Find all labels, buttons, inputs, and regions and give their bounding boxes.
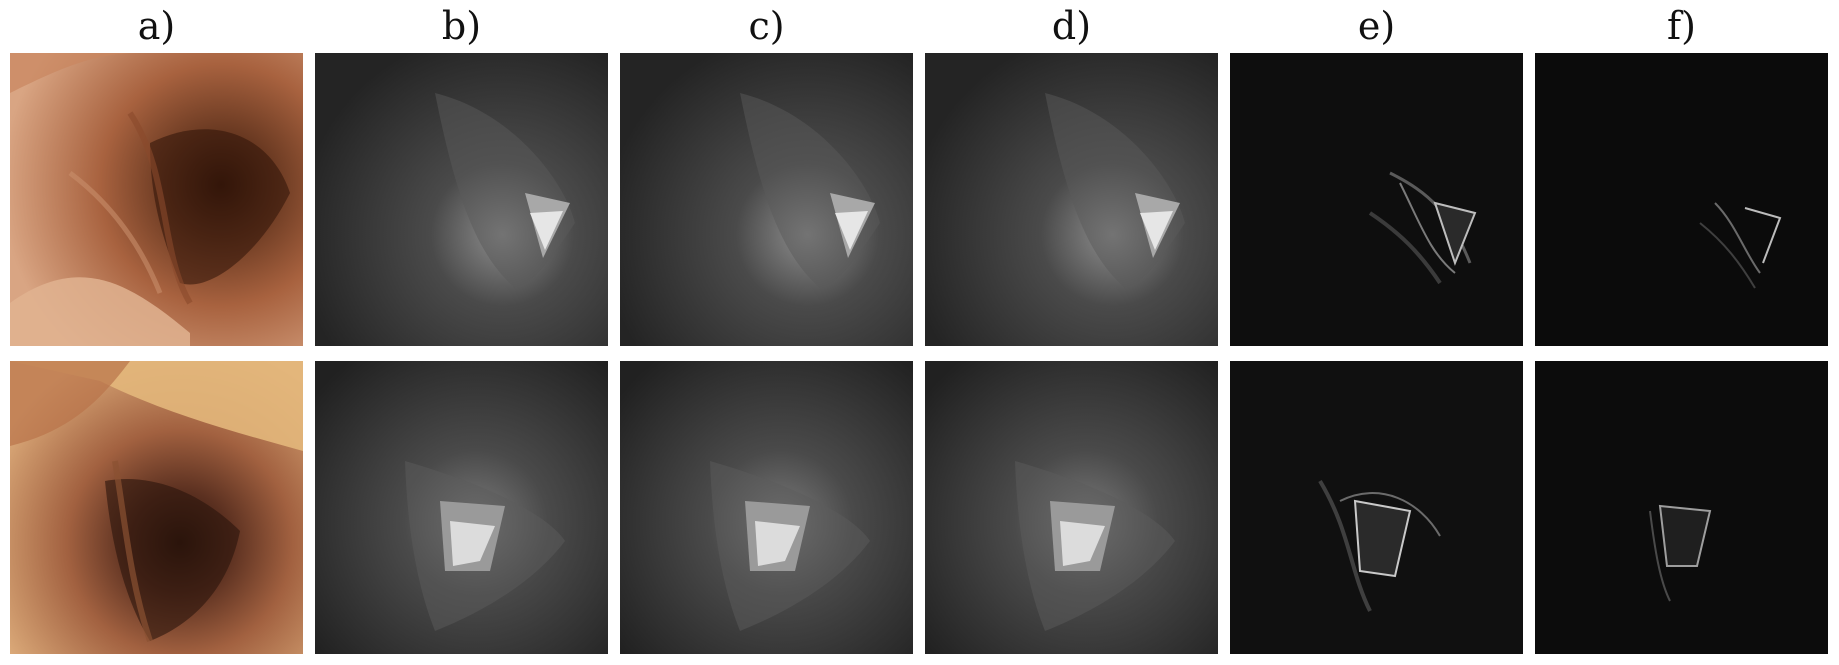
row2-error-map-e — [1230, 361, 1523, 654]
row2-depth-map-d — [925, 361, 1218, 654]
column-label-a: a) — [137, 4, 176, 48]
row1-error-map-f — [1535, 53, 1828, 346]
row1-error-map-e — [1230, 53, 1523, 346]
column-label-e: e) — [1357, 4, 1396, 48]
row1-depth-map-b — [315, 53, 608, 346]
column-label-c: c) — [748, 4, 785, 48]
row2-depth-map-c — [620, 361, 913, 654]
row2-rgb-colon-image — [10, 361, 303, 654]
row1-depth-map-c — [620, 53, 913, 346]
column-label-d: d) — [1051, 4, 1092, 48]
column-label-b: b) — [441, 4, 482, 48]
row2-error-map-f — [1535, 361, 1828, 654]
row2-depth-map-b — [315, 361, 608, 654]
row1-depth-map-d — [925, 53, 1218, 346]
column-label-f: f) — [1667, 4, 1696, 48]
row1-rgb-colon-image — [10, 53, 303, 346]
